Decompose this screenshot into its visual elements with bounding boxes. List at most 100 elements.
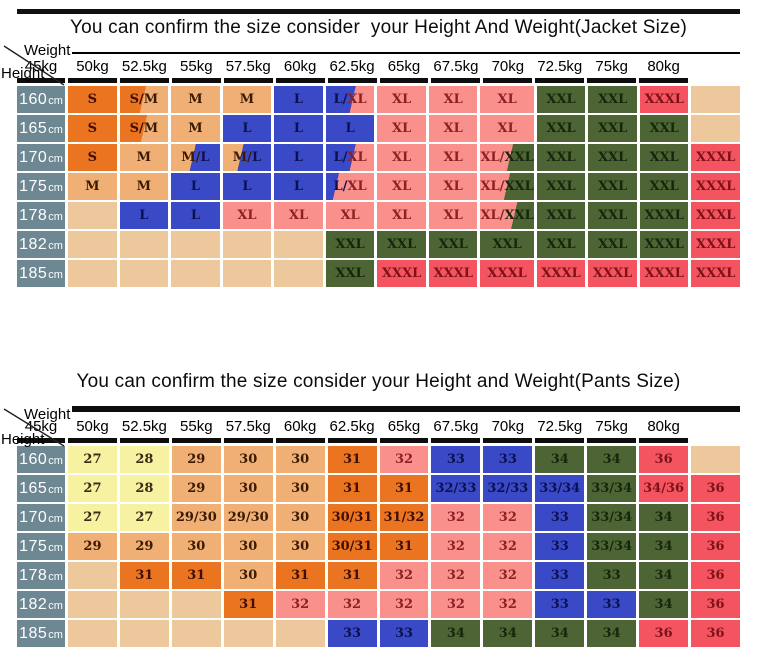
height-cell: 182 cm — [17, 591, 65, 618]
size-cell: XXXL — [480, 260, 534, 287]
height-cell: 160 cm — [17, 446, 65, 473]
weight-label: 62.5kg — [329, 418, 375, 435]
weight-label: 80kg — [647, 58, 680, 75]
size-cell: XXXL — [588, 260, 637, 287]
size-cell: 36 — [691, 620, 740, 647]
height-value: 160 — [19, 90, 48, 108]
size-cell: XXL — [536, 231, 586, 258]
size-cell: XL — [428, 115, 478, 142]
size-cell — [274, 231, 323, 258]
size-cell — [119, 260, 169, 287]
size-cell: 31 — [327, 475, 377, 502]
height-value: 182 — [19, 235, 48, 253]
weight-header: 70kg — [483, 58, 533, 83]
weight-label: 52.5kg — [121, 418, 167, 435]
size-cell: XXL — [536, 173, 586, 200]
height-axis-label: Height — [1, 65, 45, 82]
size-cell: 32/33 — [483, 475, 533, 502]
height-cell: 185 cm — [17, 620, 65, 647]
weight-header: 50kg — [68, 58, 117, 83]
weight-underline — [639, 438, 689, 443]
weight-underline — [327, 438, 377, 443]
size-cell: XL — [428, 86, 478, 113]
weight-label: 70kg — [491, 418, 525, 435]
size-cell — [691, 115, 740, 142]
size-cell: L/XL — [325, 144, 375, 171]
size-cell: XXL — [588, 86, 637, 113]
weight-label: 65kg — [387, 58, 421, 75]
weight-header: 80kg — [639, 418, 689, 443]
weight-underline — [431, 438, 481, 443]
size-cell: XXL — [639, 144, 689, 171]
size-cell: XXL — [639, 115, 689, 142]
size-part: XL — [347, 150, 367, 165]
size-cell: M/L — [171, 144, 220, 171]
size-cell: S — [68, 115, 117, 142]
height-cell: 185 cm — [17, 260, 65, 287]
pants-size-table: You can confirm the size consider your H… — [1, 371, 740, 647]
size-cell: XL — [480, 115, 534, 142]
weight-label: 60kg — [283, 418, 317, 435]
height-unit: cm — [48, 629, 63, 641]
axis-corner: Weight Height — [0, 403, 86, 448]
size-cell: 36 — [691, 562, 740, 589]
height-value: 182 — [19, 595, 48, 613]
weight-header: 65kg — [379, 418, 429, 443]
size-cell: 30 — [223, 533, 273, 560]
weight-label: 52.5kg — [121, 58, 167, 75]
size-part: XL — [347, 179, 367, 194]
weight-underline — [17, 438, 65, 443]
size-cell: XXXL — [639, 86, 689, 113]
height-value: 170 — [19, 148, 48, 166]
size-cell: 30 — [171, 533, 221, 560]
weight-underline — [587, 438, 637, 443]
size-cell: 29/30 — [171, 504, 221, 531]
size-cell: L/XL — [325, 173, 375, 200]
height-unit: cm — [48, 542, 63, 554]
size-cell: 31 — [275, 562, 325, 589]
size-cell: XL — [325, 202, 375, 229]
height-unit: cm — [48, 513, 63, 525]
diagonal-line — [3, 408, 65, 447]
weight-header: 55kg — [171, 58, 221, 83]
size-cell: 34 — [587, 620, 637, 647]
weight-label: 80kg — [647, 418, 680, 435]
weight-underline — [327, 78, 377, 83]
weight-header: 57.5kg — [223, 58, 273, 83]
size-cell: XXXL — [691, 260, 740, 287]
size-cell: 29 — [68, 533, 117, 560]
size-cell: 34 — [639, 504, 689, 531]
size-cell: 31 — [327, 562, 377, 589]
size-cell: 31 — [379, 475, 429, 502]
size-cell: 32 — [327, 591, 377, 618]
size-cell: L — [171, 173, 220, 200]
size-cell: 30 — [223, 475, 273, 502]
size-part: L/ — [333, 179, 348, 194]
size-cell: 31 — [379, 533, 429, 560]
weight-underline — [483, 438, 533, 443]
size-part: XXL — [504, 179, 534, 194]
size-cell: XL/XXL — [480, 173, 534, 200]
size-cell: 32 — [483, 533, 533, 560]
size-cell: 34 — [535, 446, 585, 473]
size-cell: 30/31 — [327, 504, 377, 531]
size-cell: 27 — [68, 475, 117, 502]
weight-underline — [171, 438, 221, 443]
size-cell: L — [274, 144, 323, 171]
height-cell: 160 cm — [17, 86, 65, 113]
size-part: M/ — [232, 150, 252, 165]
weight-header: 80kg — [639, 58, 689, 83]
height-unit: cm — [48, 240, 63, 252]
size-cell: 27 — [119, 504, 169, 531]
size-cell — [275, 620, 325, 647]
size-cell: M — [119, 173, 169, 200]
size-cell: L — [274, 86, 323, 113]
height-unit: cm — [48, 455, 63, 467]
size-cell: XXL — [377, 231, 426, 258]
size-cell: 33 — [535, 591, 585, 618]
size-cell: XXL — [536, 115, 586, 142]
height-unit: cm — [48, 484, 63, 496]
size-cell: XXL — [325, 231, 375, 258]
jacket-table-header: Weight Height 45kg 50kg 52.5kg 55kg 57.5kg 60… — [1, 42, 740, 86]
size-cell: 33 — [431, 446, 481, 473]
